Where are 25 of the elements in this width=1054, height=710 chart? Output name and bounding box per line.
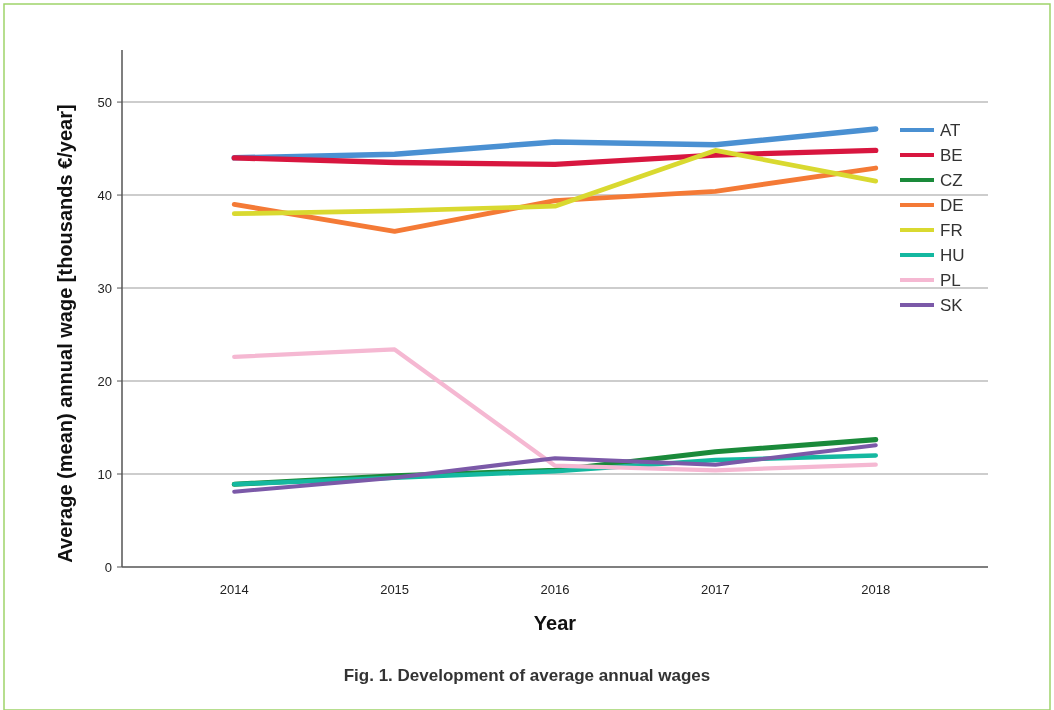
x-tick-label: 2018 bbox=[861, 581, 891, 597]
y-tick-label: 30 bbox=[97, 280, 112, 296]
caption: Fig. 1. Development of average annual wages bbox=[343, 666, 711, 685]
line-series bbox=[231, 148, 879, 217]
y-tick-label: 40 bbox=[97, 187, 112, 203]
x-axis-title: Year bbox=[533, 612, 577, 634]
line-series bbox=[232, 443, 878, 494]
y-tick-label: 0 bbox=[104, 559, 112, 575]
legend-label: FR bbox=[940, 220, 963, 240]
y-tick-label: 10 bbox=[97, 466, 112, 482]
y-axis-title: Average (mean) annual wage [thousands €/year] bbox=[54, 104, 76, 563]
legend-label: CZ bbox=[940, 170, 963, 190]
y-tick-label: 20 bbox=[97, 373, 112, 389]
line-series bbox=[232, 347, 878, 473]
y-tick-label: 50 bbox=[97, 94, 112, 110]
x-tick-label: 2015 bbox=[380, 581, 410, 597]
x-tick-label: 2017 bbox=[700, 581, 730, 597]
legend-label: BE bbox=[940, 145, 963, 165]
legend-label: AT bbox=[940, 120, 961, 140]
legend-label: DE bbox=[940, 195, 964, 215]
legend-label: PL bbox=[940, 270, 961, 290]
legend-label: HU bbox=[940, 245, 965, 265]
x-tick-label: 2014 bbox=[219, 581, 249, 597]
x-tick-label: 2016 bbox=[540, 581, 570, 597]
legend-label: SK bbox=[940, 295, 964, 315]
